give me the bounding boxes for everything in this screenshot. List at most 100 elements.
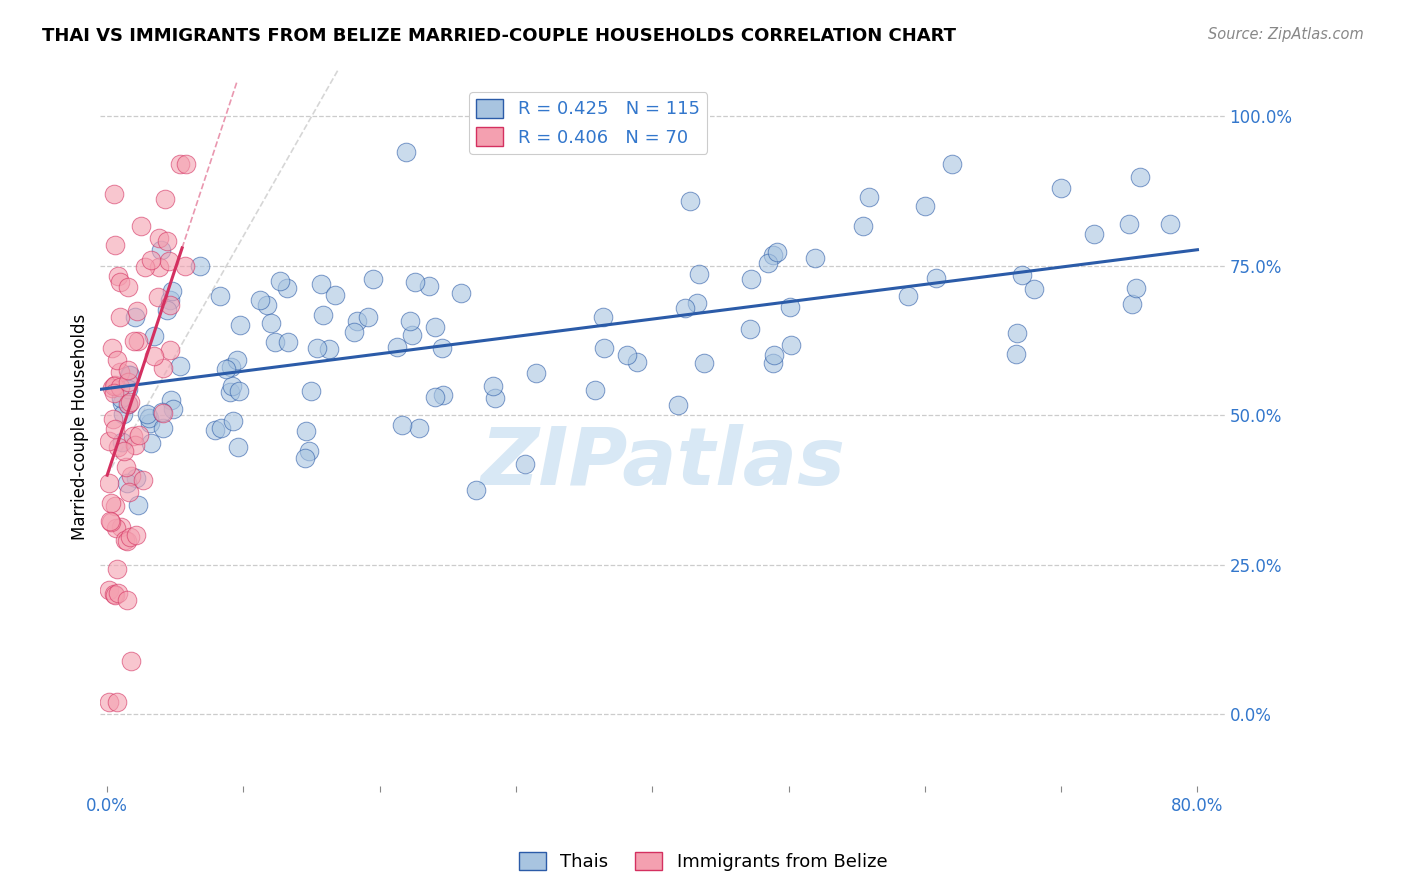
Point [430,341,453,355]
Point [152,406,174,420]
Point [125,304,148,318]
Point [626,355,648,369]
Legend: Thais, Immigrants from Belize: Thais, Immigrants from Belize [512,845,894,879]
Point [111,407,134,421]
Point [1159,217,1181,231]
Point [484,391,506,405]
Point [738,322,761,336]
Point [766,245,789,260]
Point [1129,169,1152,184]
Point [104,588,127,602]
Point [666,398,689,412]
Point [679,194,702,208]
Point [763,348,786,362]
Point [108,365,131,379]
Point [404,275,426,289]
Point [128,427,150,442]
Point [160,392,183,407]
Point [779,300,801,314]
Point [104,238,127,252]
Point [323,287,346,301]
Point [110,520,132,534]
Point [107,440,129,454]
Point [115,534,138,549]
Point [105,353,128,368]
Point [225,352,247,367]
Point [299,384,322,399]
Point [222,414,245,428]
Point [169,157,191,171]
Point [593,341,616,355]
Point [101,381,124,395]
Point [104,422,127,436]
Point [124,438,146,452]
Point [129,219,152,233]
Point [914,199,936,213]
Point [100,515,122,529]
Point [219,360,242,375]
Point [188,260,211,274]
Point [117,382,139,396]
Point [104,378,127,392]
Point [215,362,238,376]
Point [464,483,486,498]
Point [104,521,127,535]
Point [142,350,165,364]
Point [318,343,340,357]
Point [152,421,174,435]
Point [125,528,148,542]
Point [277,335,299,350]
Point [585,383,607,397]
Point [152,405,174,419]
Point [693,356,716,370]
Point [103,187,125,202]
Point [117,592,139,607]
Point [401,328,423,343]
Point [398,314,420,328]
Point [121,429,143,443]
Point [941,157,963,171]
Point [105,695,128,709]
Point [100,496,122,510]
Point [134,260,156,275]
Point [110,391,132,405]
Point [107,561,129,575]
Point [294,450,316,465]
Point [264,334,287,349]
Point [103,379,125,393]
Point [204,423,226,437]
Point [108,380,131,394]
Point [311,277,333,291]
Point [740,271,762,285]
Point [228,440,250,454]
Point [104,499,127,513]
Point [118,368,141,382]
Point [118,530,141,544]
Point [432,387,454,401]
Point [592,310,614,325]
Point [1022,282,1045,296]
Point [408,421,430,435]
Point [1050,181,1073,195]
Point [115,459,138,474]
Point [122,334,145,349]
Point [118,485,141,500]
Point [139,252,162,267]
Point [127,498,149,512]
Point [136,407,159,421]
Point [1011,268,1033,282]
Point [103,412,125,426]
Point [450,285,472,300]
Text: THAI VS IMMIGRANTS FROM BELIZE MARRIED-COUPLE HOUSEHOLDS CORRELATION CHART: THAI VS IMMIGRANTS FROM BELIZE MARRIED-C… [42,27,956,45]
Point [117,376,139,390]
Point [686,295,709,310]
Point [101,341,124,355]
Point [114,533,136,548]
Point [852,219,875,233]
Point [256,298,278,312]
Point [228,318,250,333]
Point [756,256,779,270]
Point [124,310,146,325]
Point [120,469,142,483]
Point [297,443,319,458]
